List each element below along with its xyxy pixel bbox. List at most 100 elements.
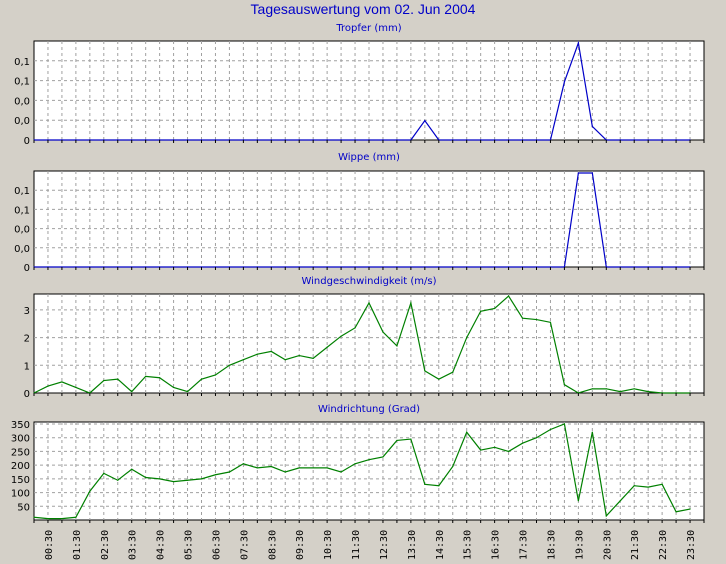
data-point: [368, 302, 370, 304]
x-tick-label: 21:30: [630, 530, 641, 560]
x-tick-label: 17:30: [519, 530, 530, 560]
data-point: [242, 359, 244, 361]
data-point: [368, 459, 370, 461]
data-point: [312, 357, 314, 359]
data-point: [605, 388, 607, 390]
data-point: [200, 378, 203, 380]
data-point: [521, 442, 524, 444]
data-point: [619, 391, 621, 393]
data-point: [47, 385, 49, 387]
x-tick-label: 06:30: [211, 530, 222, 560]
data-point: [494, 307, 496, 310]
x-tick-label: 12:30: [379, 530, 390, 560]
data-point: [424, 483, 426, 485]
y-tick-label: 50: [17, 502, 30, 513]
data-point: [507, 450, 510, 453]
data-point: [340, 471, 342, 473]
y-tick-label: 0: [24, 263, 30, 274]
x-tick-label: 04:30: [156, 530, 167, 560]
y-tick-label: 0,1: [14, 57, 30, 68]
x-tick-label: 10:30: [323, 530, 334, 560]
data-point: [466, 431, 468, 433]
data-point: [396, 439, 398, 442]
data-point: [591, 388, 593, 390]
data-point: [284, 359, 286, 361]
data-point: [103, 472, 105, 474]
data-point: [675, 511, 677, 513]
y-tick-label: 0,0: [14, 96, 30, 107]
data-point: [466, 336, 468, 339]
data-point: [214, 474, 217, 476]
data-point: [172, 386, 175, 389]
data-point: [75, 516, 77, 518]
data-point: [256, 467, 258, 469]
data-point: [563, 384, 566, 386]
data-point: [186, 479, 189, 481]
data-point: [689, 508, 691, 510]
x-tick-label: 05:30: [184, 530, 195, 560]
data-point: [452, 371, 454, 373]
data-point: [633, 388, 635, 390]
panel-title: Wippe (mm): [338, 152, 400, 163]
y-tick-label: 1: [24, 361, 30, 372]
data-point: [591, 125, 593, 128]
x-tick-label: 16:30: [491, 530, 502, 560]
data-point: [284, 471, 286, 473]
data-point: [61, 381, 63, 383]
data-point: [326, 346, 328, 348]
y-tick-label: 300: [11, 434, 30, 445]
x-tick-label: 03:30: [128, 530, 139, 560]
data-point: [103, 379, 105, 382]
data-point: [200, 478, 203, 480]
data-point: [270, 465, 272, 468]
x-tick-label: 19:30: [574, 530, 585, 560]
y-tick-label: 0,0: [14, 244, 30, 255]
data-point: [382, 331, 384, 333]
panel-title: Windrichtung (Grad): [318, 404, 420, 415]
data-point: [117, 378, 119, 380]
data-point: [186, 391, 189, 393]
data-point: [563, 81, 566, 83]
data-point: [159, 478, 161, 480]
data-point: [619, 500, 621, 502]
data-point: [438, 485, 440, 487]
y-tick-label: 0,0: [14, 225, 30, 236]
data-point: [242, 463, 244, 465]
data-point: [75, 386, 77, 389]
data-point: [326, 467, 328, 469]
y-tick-label: 2: [24, 334, 30, 345]
data-point: [452, 465, 454, 468]
data-point: [647, 486, 649, 488]
x-tick-label: 02:30: [100, 530, 111, 560]
y-tick-label: 3: [24, 306, 30, 317]
y-tick-label: 150: [11, 475, 30, 486]
data-point: [591, 172, 593, 174]
data-point: [577, 172, 579, 174]
panel-title: Tropfer (mm): [335, 23, 401, 34]
data-point: [410, 438, 412, 440]
x-tick-label: 00:30: [44, 530, 55, 560]
x-tick-label: 18:30: [546, 530, 557, 560]
y-tick-label: 0: [24, 136, 30, 147]
data-point: [577, 42, 579, 44]
y-tick-label: 0,1: [14, 186, 30, 197]
y-tick-label: 0,1: [14, 77, 30, 88]
data-point: [647, 391, 649, 393]
x-tick-label: 15:30: [463, 530, 474, 560]
y-tick-label: 0,0: [14, 116, 30, 127]
x-tick-label: 08:30: [267, 530, 278, 560]
data-point: [145, 476, 147, 479]
data-point: [605, 515, 607, 517]
series-line: [34, 172, 691, 268]
data-point: [438, 378, 440, 380]
data-point: [47, 518, 49, 520]
data-point: [312, 467, 314, 469]
data-point: [382, 456, 384, 458]
data-point: [298, 354, 300, 357]
data-point: [131, 468, 133, 470]
x-tick-label: 13:30: [407, 530, 418, 560]
data-point: [535, 437, 538, 439]
series-line: [33, 423, 691, 520]
panel-title: Windgeschwindigkeit (m/s): [301, 276, 436, 287]
x-tick-label: 14:30: [435, 530, 446, 560]
